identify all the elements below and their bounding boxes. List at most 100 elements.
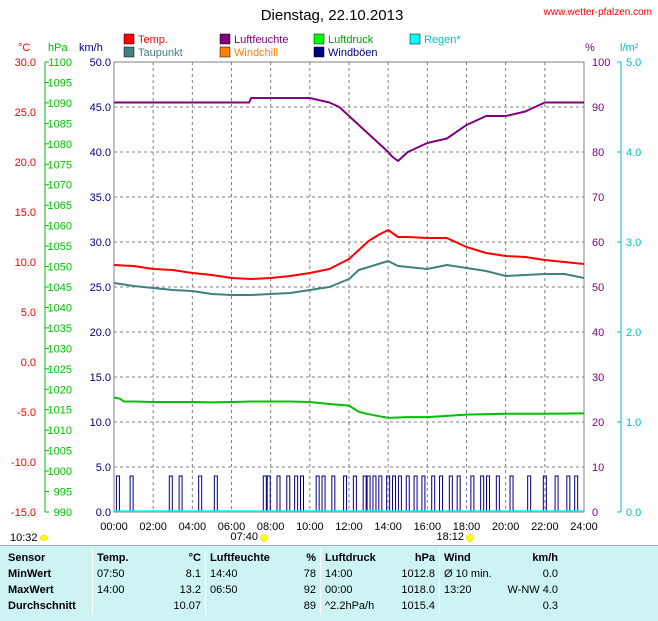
wind-gust-bar: [262, 475, 267, 512]
header-wind: Wind: [439, 550, 498, 566]
rain-tick-label: 1.0: [626, 417, 641, 429]
weather-chart: Dienstag, 22.10.2013 www.wetter-pfalzen.…: [10, 7, 652, 544]
pressure-tick-label: 1085: [48, 118, 72, 130]
pressure-tick-label: 1040: [48, 302, 72, 314]
temp-tick-label: 0.0: [21, 357, 36, 369]
humidity-tick-label: 40: [592, 327, 604, 339]
wind-gust-bar: [448, 475, 453, 512]
pressure-tick-label: 1000: [48, 466, 72, 478]
cell: 78: [303, 568, 316, 580]
statistics-table: Sensor Temp. °C Luftfeuchte % Luftdruck …: [4, 550, 562, 614]
sunset-time: 18:12: [436, 531, 464, 543]
cell: 10.07: [173, 600, 201, 612]
temp-tick-label: -10.0: [11, 457, 36, 469]
pressure-tick-label: 1080: [48, 139, 72, 151]
legend-label-gusts: Windböen: [328, 47, 378, 59]
sunrise-time: 07:40: [230, 531, 258, 543]
pressure-unit-label: hPa: [48, 42, 68, 54]
humidity-tick-label: 100: [592, 57, 610, 69]
x-tick-label: 12:00: [335, 521, 363, 533]
wind-gust-bar: [495, 475, 500, 512]
cell: [205, 598, 284, 614]
sunset-marker: 18:12: [436, 531, 474, 543]
row-label: MaxWert: [8, 584, 54, 596]
wind-gust-bar: [343, 475, 348, 512]
wind-gust-bar: [480, 475, 485, 512]
wind-gust-bar: [362, 475, 367, 512]
humidity-tick-label: 80: [592, 147, 604, 159]
legend-label-rain: Regen*: [424, 34, 461, 46]
cell: 00:00: [320, 582, 391, 598]
wind-gust-bar: [129, 475, 134, 512]
cell: 89: [303, 600, 316, 612]
sunrise-icon: [260, 534, 268, 542]
wind-gust-bar: [405, 475, 410, 512]
legend-swatch-dewpoint: [123, 46, 135, 58]
header-sensor: Sensor: [8, 552, 46, 564]
humidity-tick-label: 50: [592, 282, 604, 294]
rain-tick-label: 5.0: [626, 57, 641, 69]
pressure-tick-label: 1090: [48, 98, 72, 110]
stats-row-min: MinWert 07:50 8.1 14:40 78 14:00 1012.8 …: [4, 566, 562, 582]
wind-gust-bar: [413, 475, 418, 512]
pressure-tick-label: 990: [54, 507, 72, 519]
cell: 92: [303, 584, 316, 596]
wind-gust-bar: [276, 475, 281, 512]
pressure-tick-label: 1015: [48, 405, 72, 417]
header-wind-unit: km/h: [532, 552, 558, 564]
wind-gust-bar: [372, 475, 377, 512]
row-label: Durchschnitt: [8, 600, 76, 612]
x-tick-label: 18:00: [453, 521, 481, 533]
header-temp-unit: °C: [188, 552, 201, 564]
humidity-tick-label: 30: [592, 372, 604, 384]
legend-swatch-pressure: [313, 33, 325, 45]
cell: 07:50: [92, 566, 157, 582]
stats-row-average: Durchschnitt 10.07 89 ^2.2hPa/h 1015.4 0…: [4, 598, 562, 614]
axis-ticks: 00:00 02:00 04:00 06:00 08:00 10:00 12:00 14:00…: [11, 57, 641, 533]
wind-tick-label: 20.0: [90, 327, 111, 339]
wind-tick-label: 15.0: [90, 372, 111, 384]
pressure-tick-label: 1055: [48, 241, 72, 253]
header-humidity-unit: %: [306, 552, 316, 564]
extra-time-marker: 10:32: [10, 532, 49, 544]
wind-tick-label: 50.0: [90, 57, 111, 69]
pressure-tick-label: 1030: [48, 343, 72, 355]
series-line-taupunkt: [113, 260, 585, 296]
humidity-unit-label: %: [585, 42, 595, 54]
wind-tick-label: 40.0: [90, 147, 111, 159]
header-pressure: Luftdruck: [320, 550, 391, 566]
legend-swatch-temp: [123, 33, 135, 45]
pressure-tick-label: 1035: [48, 323, 72, 335]
pressure-tick-label: 1005: [48, 446, 72, 458]
statistics-panel: Sensor Temp. °C Luftfeuchte % Luftdruck …: [0, 545, 658, 621]
humidity-tick-label: 20: [592, 417, 604, 429]
cell: 1015.4: [401, 600, 435, 612]
wind-gust-bar: [198, 475, 203, 512]
cell: [92, 598, 157, 614]
legend-label-pressure: Luftdruck: [328, 34, 374, 46]
x-tick-label: 10:00: [296, 521, 324, 533]
pressure-tick-label: 1045: [48, 282, 72, 294]
x-tick-label: 14:00: [374, 521, 402, 533]
wind-gust-bar: [366, 475, 371, 512]
x-tick-label: 08:00: [257, 521, 285, 533]
wind-gust-bar: [386, 475, 391, 512]
humidity-tick-label: 90: [592, 102, 604, 114]
temp-unit-label: °C: [18, 42, 30, 54]
x-tick-label: 20:00: [492, 521, 520, 533]
x-tick-label: 22:00: [531, 521, 559, 533]
legend-swatch-humidity: [219, 33, 231, 45]
wind-tick-label: 30.0: [90, 237, 111, 249]
humidity-tick-label: 60: [592, 237, 604, 249]
wind-gust-bar: [456, 475, 461, 512]
pressure-tick-label: 1070: [48, 180, 72, 192]
row-label: MinWert: [8, 568, 52, 580]
stats-header-row: Sensor Temp. °C Luftfeuchte % Luftdruck …: [4, 550, 562, 566]
cell: 1018.0: [401, 584, 435, 596]
pressure-tick-label: 1065: [48, 200, 72, 212]
temp-tick-label: 10.0: [15, 257, 36, 269]
x-tick-label: 16:00: [414, 521, 442, 533]
temp-tick-label: 30.0: [15, 57, 36, 69]
site-link[interactable]: www.wetter-pfalzen.com: [543, 7, 652, 18]
legend-label-temp: Temp.: [138, 34, 168, 46]
